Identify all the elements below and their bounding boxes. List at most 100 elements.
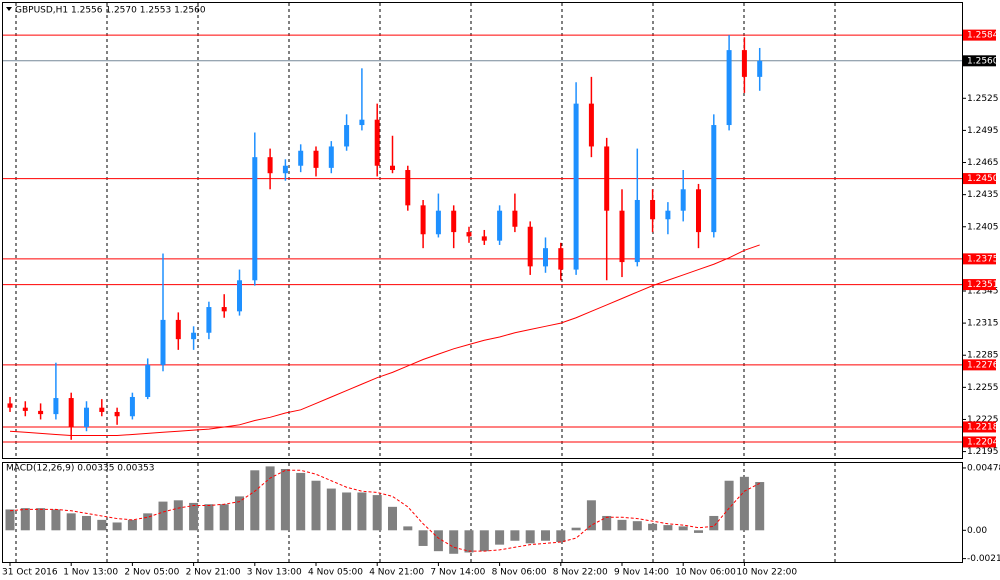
- candle-body: [267, 157, 273, 174]
- macd-signal: [9, 469, 760, 552]
- macd-bar: [694, 530, 703, 533]
- macd-bar: [739, 476, 749, 531]
- candle-body: [298, 150, 304, 166]
- candle-body: [313, 150, 319, 168]
- y-tick-label: 1.2285: [967, 351, 999, 361]
- level-label: 1.2351: [967, 280, 999, 290]
- macd-bar: [403, 526, 413, 531]
- macd-bar: [510, 530, 520, 541]
- macd-bar: [20, 508, 30, 531]
- y-tick-label: 1.2315: [967, 319, 999, 329]
- candle-body: [99, 407, 105, 412]
- y-tick-label: 1.2525: [967, 94, 999, 104]
- level-label: 1.2276: [967, 360, 999, 370]
- candle-body: [359, 119, 365, 126]
- macd-bar: [342, 492, 352, 531]
- macd-bar: [648, 523, 658, 531]
- x-tick-label: 8 Nov 22:00: [553, 568, 608, 578]
- y-tick-label: 1.2435: [967, 190, 999, 200]
- macd-frame: [2, 462, 963, 563]
- macd-bar: [112, 522, 122, 531]
- candle-body: [344, 125, 350, 147]
- macd-bar: [173, 500, 183, 531]
- macd-bar: [556, 530, 566, 543]
- level-tag: [963, 279, 996, 291]
- candle-body: [160, 319, 166, 365]
- macd-bar: [250, 470, 260, 531]
- level-tag: [963, 359, 996, 371]
- candle-body: [588, 103, 594, 147]
- candle-body: [405, 170, 411, 206]
- candle-body: [191, 332, 197, 340]
- macd-bar: [143, 513, 153, 531]
- candle-body: [665, 210, 671, 220]
- candle-body: [680, 189, 686, 211]
- macd-bar: [388, 506, 397, 531]
- macd-bar: [632, 521, 642, 531]
- level-label: 1.2584: [967, 31, 999, 41]
- candle-body: [282, 165, 288, 174]
- candle-body: [53, 398, 59, 415]
- macd-bar: [5, 509, 15, 531]
- macd-bar: [235, 496, 244, 531]
- level-tag: [963, 173, 996, 185]
- macd-bar: [127, 519, 137, 531]
- macd-bar: [418, 530, 428, 546]
- macd-bar: [663, 525, 673, 531]
- macd-bar: [571, 527, 581, 531]
- y-tick-label: 0.00: [967, 526, 987, 536]
- candle-body: [328, 146, 334, 168]
- candle-body: [451, 210, 457, 233]
- candle-body: [175, 319, 181, 340]
- x-tick-label: 2 Nov 21:00: [186, 568, 241, 578]
- x-tick-label: 1 Nov 13:00: [63, 568, 118, 578]
- x-tick-label: 7 Nov 14:00: [430, 568, 485, 578]
- macd-bar: [449, 530, 459, 554]
- macd-bar: [755, 482, 765, 531]
- y-tick-label: 1.2255: [967, 383, 999, 393]
- macd-bar: [709, 515, 719, 531]
- y-tick-label: 1.2405: [967, 222, 999, 232]
- macd-bar: [311, 480, 321, 531]
- candle-body: [543, 248, 548, 267]
- candle-body: [237, 280, 242, 312]
- candle-body: [634, 199, 640, 263]
- candle-body: [114, 411, 120, 417]
- macd-bar: [158, 501, 168, 531]
- macd-bar: [372, 495, 382, 531]
- macd-bar: [602, 515, 612, 531]
- macd-bar: [204, 504, 214, 531]
- macd-bar: [280, 469, 290, 531]
- macd-bar: [296, 472, 306, 531]
- y-tick-label: 1.2225: [967, 415, 999, 425]
- candle-body: [481, 236, 487, 241]
- y-tick-label: 1.2465: [967, 158, 999, 168]
- x-tick-label: 10 Nov 06:00: [675, 568, 736, 578]
- candle-body: [757, 60, 763, 77]
- macd-bar: [219, 504, 229, 531]
- candle-body: [129, 396, 135, 417]
- macd-bar: [495, 530, 505, 545]
- macd-bar: [66, 513, 76, 531]
- level-tag: [963, 436, 996, 448]
- main-frame: [2, 2, 963, 459]
- x-tick-label: 8 Nov 06:00: [492, 568, 547, 578]
- level-tag: [963, 421, 996, 433]
- y-tick-label: 0.00478: [967, 463, 1000, 473]
- candle-body: [84, 407, 89, 427]
- current-price-tag: [963, 55, 996, 67]
- candle-body: [726, 50, 732, 126]
- level-label: 1.2375: [967, 254, 999, 264]
- x-tick-label: 3 Nov 13:00: [247, 568, 302, 578]
- macd-bar: [82, 515, 91, 531]
- menu-arrow[interactable]: [6, 7, 12, 11]
- level-tag: [963, 253, 996, 265]
- macd-bar: [433, 530, 443, 552]
- macd-bar: [51, 509, 61, 531]
- macd-bar: [357, 492, 367, 531]
- moving-average: [9, 244, 760, 437]
- macd-bar: [525, 530, 535, 544]
- candle-body: [466, 232, 472, 237]
- y-tick-label: 1.2495: [967, 126, 999, 136]
